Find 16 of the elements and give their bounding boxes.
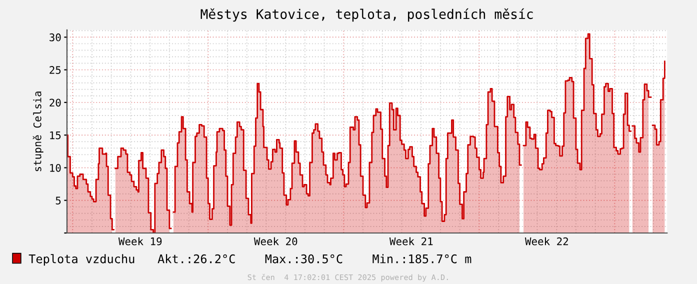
- y-tick-label: 15: [50, 131, 61, 140]
- x-tick-label: Week 20: [254, 237, 298, 246]
- x-tick-label: Week 19: [118, 237, 162, 246]
- y-tick-label: 30: [50, 33, 61, 42]
- y-tick-label: 25: [50, 66, 61, 74]
- x-tick-label: Week 21: [389, 237, 433, 246]
- legend-label: Teplota vzduchu: [28, 254, 134, 266]
- chart-title: Městys Katovice, teplota, posledních měsíc: [200, 8, 533, 22]
- text: Max.:30.5°C: [265, 254, 342, 264]
- text: Min.:185.7°C m: [372, 254, 472, 264]
- y-tick-label: 20: [50, 98, 61, 107]
- y-axis-title: stupně Celsia: [32, 92, 44, 172]
- y-tick-label: 5: [56, 196, 61, 204]
- text: Akt.:26.2°C: [158, 254, 235, 264]
- x-tick-label: Week 22: [524, 237, 568, 246]
- y-tick-label: 10: [50, 164, 61, 172]
